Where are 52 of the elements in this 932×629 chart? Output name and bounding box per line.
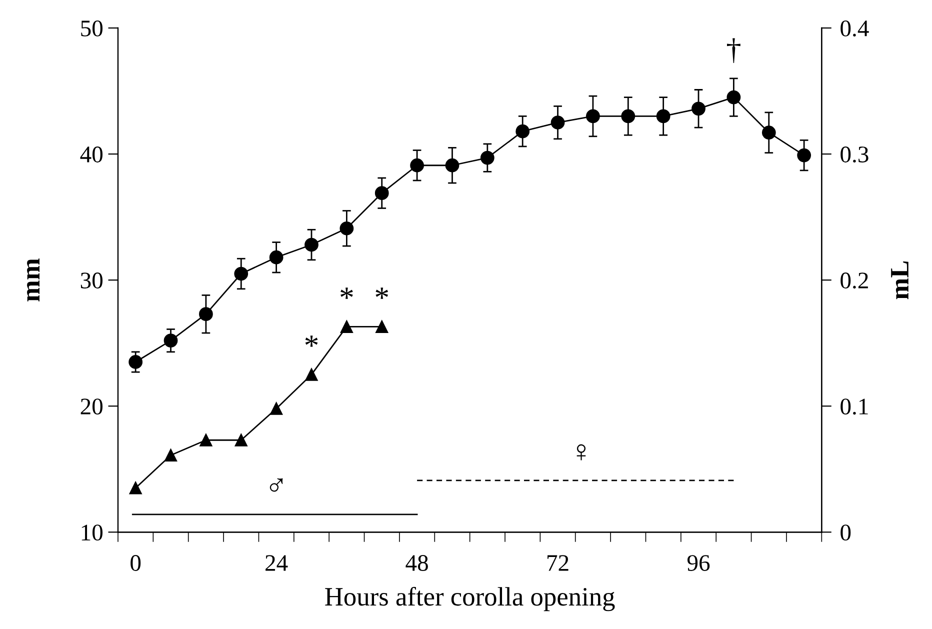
y2-tick-label: 0.4	[840, 20, 869, 37]
point	[445, 158, 460, 172]
annotation: †	[726, 38, 740, 63]
y2-tick-label: 0.1	[840, 398, 868, 415]
point	[305, 368, 318, 381]
y2-tick-label: 0.3	[840, 146, 868, 163]
y2-tick-label: 0.2	[840, 272, 868, 289]
x-tick-label: 48	[406, 555, 428, 571]
y-tick-label: 10	[82, 524, 103, 541]
annotation: ♀	[576, 444, 586, 460]
point	[340, 221, 354, 236]
point	[234, 434, 248, 446]
point	[129, 482, 142, 494]
point	[340, 320, 353, 333]
point	[376, 320, 388, 333]
point	[656, 109, 670, 124]
point	[164, 449, 178, 462]
point	[410, 158, 424, 172]
x-tick-label: 72	[548, 555, 568, 571]
annotation: *	[340, 288, 353, 299]
point	[797, 148, 812, 162]
point	[621, 109, 636, 124]
y-tick-label: 30	[80, 272, 103, 288]
point	[586, 109, 600, 124]
point	[480, 150, 494, 165]
annotation: ♂	[270, 478, 283, 492]
y-axis-title: mm	[27, 258, 40, 302]
point	[516, 124, 530, 138]
y2-axis-title: mL	[891, 261, 908, 300]
point	[234, 266, 248, 281]
y-tick-label: 20	[80, 398, 103, 415]
y2-tick-label: 0	[840, 524, 851, 541]
annotation: *	[376, 288, 388, 299]
point	[726, 90, 741, 104]
point	[200, 434, 212, 446]
point	[374, 186, 389, 200]
annotation: *	[305, 336, 318, 347]
y-tick-label: 40	[80, 146, 103, 162]
point	[762, 126, 776, 140]
x-tick-label: 96	[687, 555, 710, 571]
point	[164, 334, 178, 348]
point	[128, 355, 143, 369]
point	[269, 250, 284, 264]
x-axis-title: Hours after corolla opening	[325, 586, 615, 612]
point	[199, 307, 213, 322]
point	[304, 238, 318, 252]
x-tick-label: 24	[266, 555, 288, 571]
point	[270, 402, 283, 415]
x-tick-label: 0	[130, 555, 141, 571]
point	[550, 116, 565, 130]
y-tick-label: 50	[81, 20, 103, 36]
point	[692, 102, 706, 116]
